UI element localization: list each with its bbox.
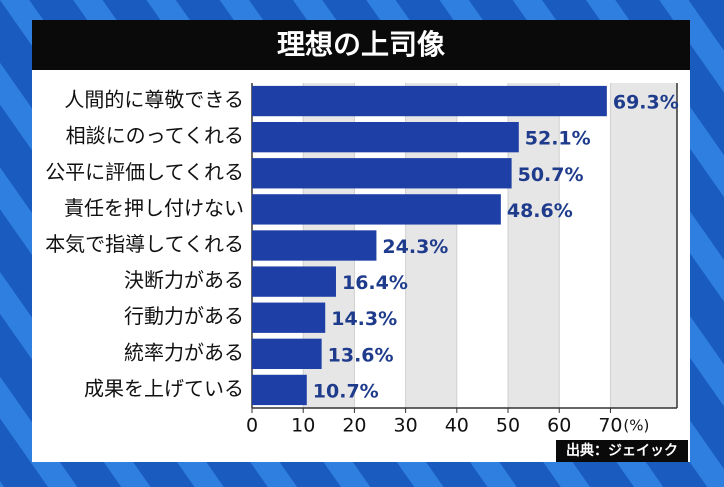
x-tick-label: 0 [246,415,258,437]
x-unit: (%) [623,417,649,435]
bar [252,122,519,153]
x-tick-label: 30 [394,415,418,437]
x-tick-label: 40 [445,415,469,437]
value-label: 10.7% [313,380,379,402]
x-tick-label: 60 [547,415,571,437]
category-label: 人間的に尊敬できる [64,88,244,112]
chart-title: 理想の上司像 [277,28,446,61]
category-label: 決断力がある [124,268,244,292]
value-label: 48.6% [507,200,573,222]
bar [252,158,512,189]
value-label: 52.1% [525,128,591,150]
bar [252,302,326,333]
value-label: 13.6% [328,344,394,366]
value-label: 16.4% [342,272,408,294]
value-label: 50.7% [518,164,584,186]
x-tick-label: 70 [598,415,622,437]
category-label: 責任を押し付けない [64,196,244,220]
grid-band [610,83,677,408]
x-tick-label: 20 [342,415,366,437]
source-box [556,440,688,462]
category-label: 成果を上げている [84,376,244,400]
value-label: 24.3% [382,236,448,258]
source: 出典：ジェイック [566,442,678,459]
bar [252,230,377,261]
value-label: 69.3% [613,92,679,114]
category-label: 公平に評価してくれる [45,160,244,184]
category-label: 統率力がある [124,340,244,364]
category-label: 相談にのってくれる [66,124,244,148]
bar [252,266,336,297]
x-tick-label: 10 [291,415,315,437]
bar [252,194,501,225]
bar [252,338,322,369]
bar [252,374,307,406]
x-tick-label: 50 [496,415,520,437]
category-label: 行動力がある [124,304,244,328]
title-bar [32,20,690,70]
bar [252,85,607,117]
category-label: 本気で指導してくれる [45,232,244,256]
plot-area: 0 10 20 30 40 50 60 70 (%) 人間的に尊敬できる 69.3% 相談にのってくれ… [45,83,679,437]
value-label: 14.3% [331,308,397,330]
